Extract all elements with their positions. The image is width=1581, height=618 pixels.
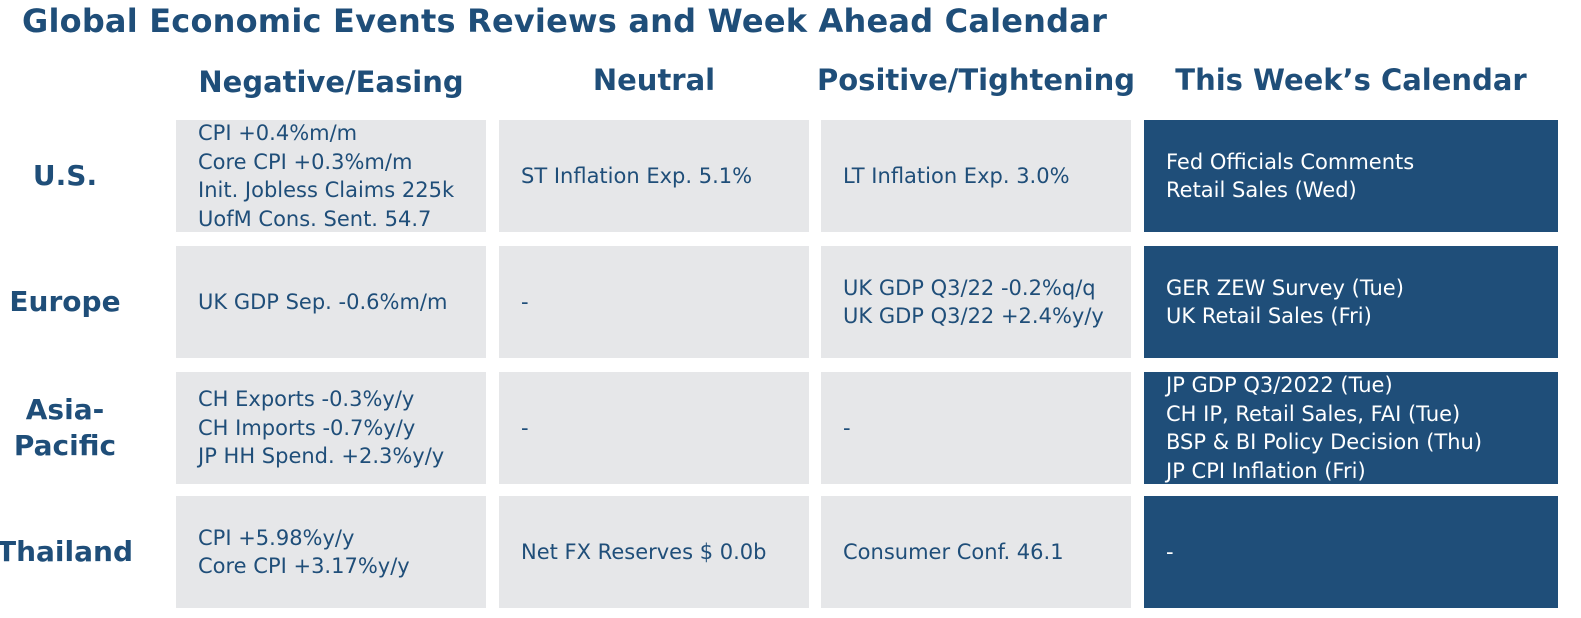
cell-line: CH Exports -0.3%y/y [198, 387, 415, 412]
cell-europe-neutral: - [499, 246, 809, 358]
cell-line: - [1166, 539, 1174, 564]
row-label-line: U.S. [32, 159, 98, 192]
cell-line: JP GDP Q3/2022 (Tue) [1166, 373, 1393, 397]
cell-line: Net FX Reserves $ 0.0b [521, 539, 767, 564]
cell-line: ST Inflation Exp. 5.1% [521, 163, 753, 188]
cell-asia-neutral: - [499, 372, 809, 484]
cell-europe-positive: UK GDP Q3/22 -0.2%q/q UK GDP Q3/22 +2.4%… [821, 246, 1131, 358]
cell-line: CH IP, Retail Sales, FAI (Tue) [1166, 401, 1461, 426]
cell-line: UK GDP Q3/22 +2.4%y/y [843, 304, 1104, 328]
column-header-negative: Negative/Easing [198, 65, 464, 99]
cell-line: Core CPI +3.17%y/y [198, 554, 410, 578]
cell-thailand-calendar: - [1144, 496, 1558, 608]
cell-line: UofM Cons. Sent. 54.7 [198, 206, 432, 231]
cell-asia-negative: CH Exports -0.3%y/y CH Imports -0.7%y/y … [176, 372, 486, 484]
cell-line: JP CPI Inflation (Fri) [1166, 458, 1366, 483]
cell-line: BSP & BI Policy Decision (Thu) [1166, 430, 1483, 454]
row-label-asia-pacific: Asia- Pacific [0, 372, 130, 484]
cell-us-neutral: ST Inflation Exp. 5.1% [499, 120, 809, 232]
cell-europe-calendar: GER ZEW Survey (Tue) UK Retail Sales (Fr… [1144, 246, 1558, 358]
cell-asia-positive: - [821, 372, 1131, 484]
page-title: Global Economic Events Reviews and Week … [22, 2, 1108, 40]
row-label-line: Thailand [0, 535, 133, 568]
cell-line: - [843, 415, 851, 440]
row-label-us: U.S. [0, 120, 130, 232]
cell-us-negative: CPI +0.4%m/m Core CPI +0.3%m/m Init. Job… [176, 120, 486, 232]
column-header-positive: Positive/Tightening [817, 63, 1135, 97]
cell-line: UK GDP Sep. -0.6%m/m [198, 289, 448, 314]
cell-line: - [521, 289, 529, 314]
row-label-europe: Europe [0, 246, 130, 358]
cell-us-positive: LT Inflation Exp. 3.0% [821, 120, 1131, 232]
cell-line: CH Imports -0.7%y/y [198, 415, 416, 440]
column-header-calendar: This Week’s Calendar [1175, 63, 1527, 97]
cell-europe-negative: UK GDP Sep. -0.6%m/m [176, 246, 486, 358]
cell-line: UK GDP Q3/22 -0.2%q/q [843, 275, 1096, 300]
cell-asia-calendar: JP GDP Q3/2022 (Tue) CH IP, Retail Sales… [1144, 372, 1558, 484]
row-label-line: Pacific [13, 429, 117, 462]
cell-line: CPI +5.98%y/y [198, 525, 355, 550]
column-header-neutral: Neutral [592, 63, 716, 97]
cell-line: JP HH Spend. +2.3%y/y [198, 444, 445, 469]
cell-line: Fed Officials Comments [1166, 149, 1415, 174]
cell-line: Retail Sales (Wed) [1166, 178, 1357, 202]
cell-line: CPI +0.4%m/m [198, 121, 358, 145]
cell-line: UK Retail Sales (Fri) [1166, 304, 1372, 328]
cell-line: Core CPI +0.3%m/m [198, 149, 413, 174]
cell-line: GER ZEW Survey (Tue) [1166, 275, 1404, 300]
cell-thailand-negative: CPI +5.98%y/y Core CPI +3.17%y/y [176, 496, 486, 608]
row-label-line: Asia- [25, 393, 105, 426]
row-label-thailand: Thailand [0, 496, 133, 608]
cell-thailand-neutral: Net FX Reserves $ 0.0b [499, 496, 809, 608]
cell-thailand-positive: Consumer Conf. 46.1 [821, 496, 1131, 608]
cell-line: Consumer Conf. 46.1 [843, 539, 1064, 564]
cell-line: Init. Jobless Claims 225k [198, 178, 455, 202]
cell-line: LT Inflation Exp. 3.0% [843, 163, 1070, 188]
cell-line: - [521, 415, 529, 440]
cell-us-calendar: Fed Officials Comments Retail Sales (Wed… [1144, 120, 1558, 232]
row-label-line: Europe [9, 285, 121, 318]
